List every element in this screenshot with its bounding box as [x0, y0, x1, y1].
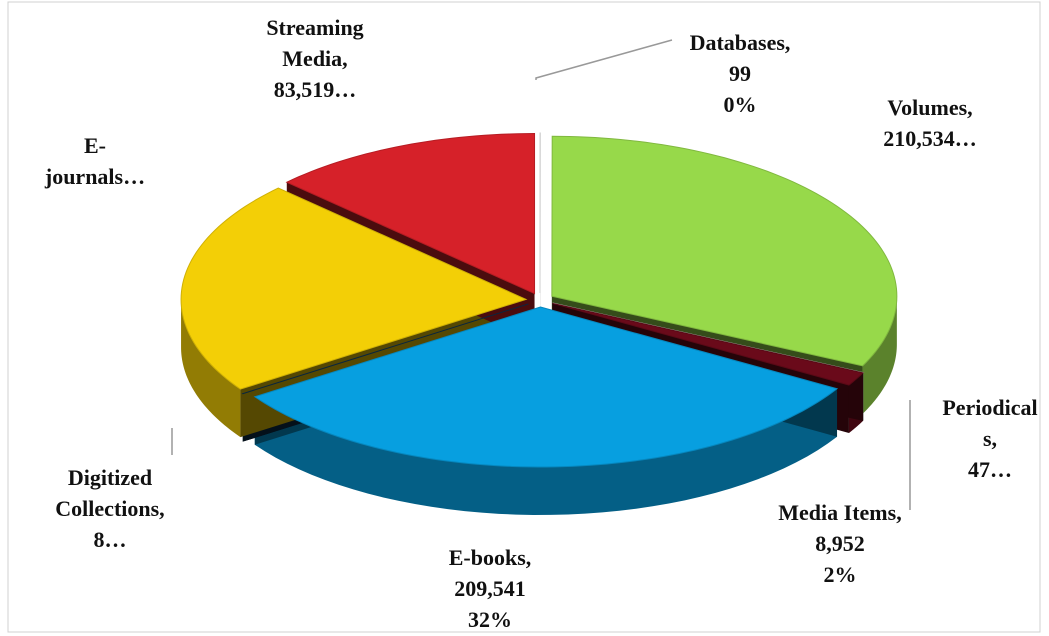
slice: [253, 306, 839, 468]
data-label: 99: [729, 61, 751, 86]
slice-side: [862, 296, 897, 414]
data-label: 210,534…: [883, 126, 977, 151]
data-label: Digitized: [68, 465, 152, 490]
slice: [285, 133, 536, 295]
data-label: E-: [84, 133, 106, 158]
slice: [180, 187, 528, 390]
data-label: s,: [983, 426, 997, 451]
data-label: 0%: [724, 92, 757, 117]
data-label: 8…: [94, 527, 127, 552]
data-label: Collections,: [55, 496, 164, 521]
data-label: 32%: [468, 607, 512, 632]
slice: [552, 302, 864, 386]
data-label: E-books,: [449, 545, 532, 570]
data-label: Media,: [282, 46, 347, 71]
data-label: Volumes,: [887, 95, 972, 120]
data-label: Streaming: [266, 15, 363, 40]
data-label: 83,519…: [274, 77, 357, 102]
data-label: 209,541: [454, 576, 526, 601]
data-label: Periodical: [942, 395, 1037, 420]
data-label: 47…: [968, 457, 1012, 482]
data-label: journals…: [44, 164, 145, 189]
slice: [241, 303, 529, 395]
data-label: Databases,: [690, 30, 791, 55]
slice-side: [181, 299, 241, 438]
data-label: 2%: [824, 562, 857, 587]
slice: [551, 135, 898, 367]
data-label: 8,952: [815, 531, 865, 556]
leader-line: [535, 39, 673, 80]
data-label: Media Items,: [778, 500, 901, 525]
slice-side: [254, 388, 838, 515]
